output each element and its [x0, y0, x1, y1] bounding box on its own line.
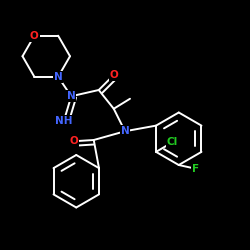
Text: N: N — [54, 72, 62, 82]
Text: F: F — [192, 164, 199, 174]
Text: NH: NH — [55, 116, 72, 126]
Text: N: N — [67, 91, 76, 101]
Text: Cl: Cl — [167, 138, 178, 147]
Text: O: O — [70, 136, 78, 146]
Text: N: N — [120, 126, 130, 136]
Text: O: O — [110, 70, 118, 80]
Text: O: O — [30, 31, 39, 41]
